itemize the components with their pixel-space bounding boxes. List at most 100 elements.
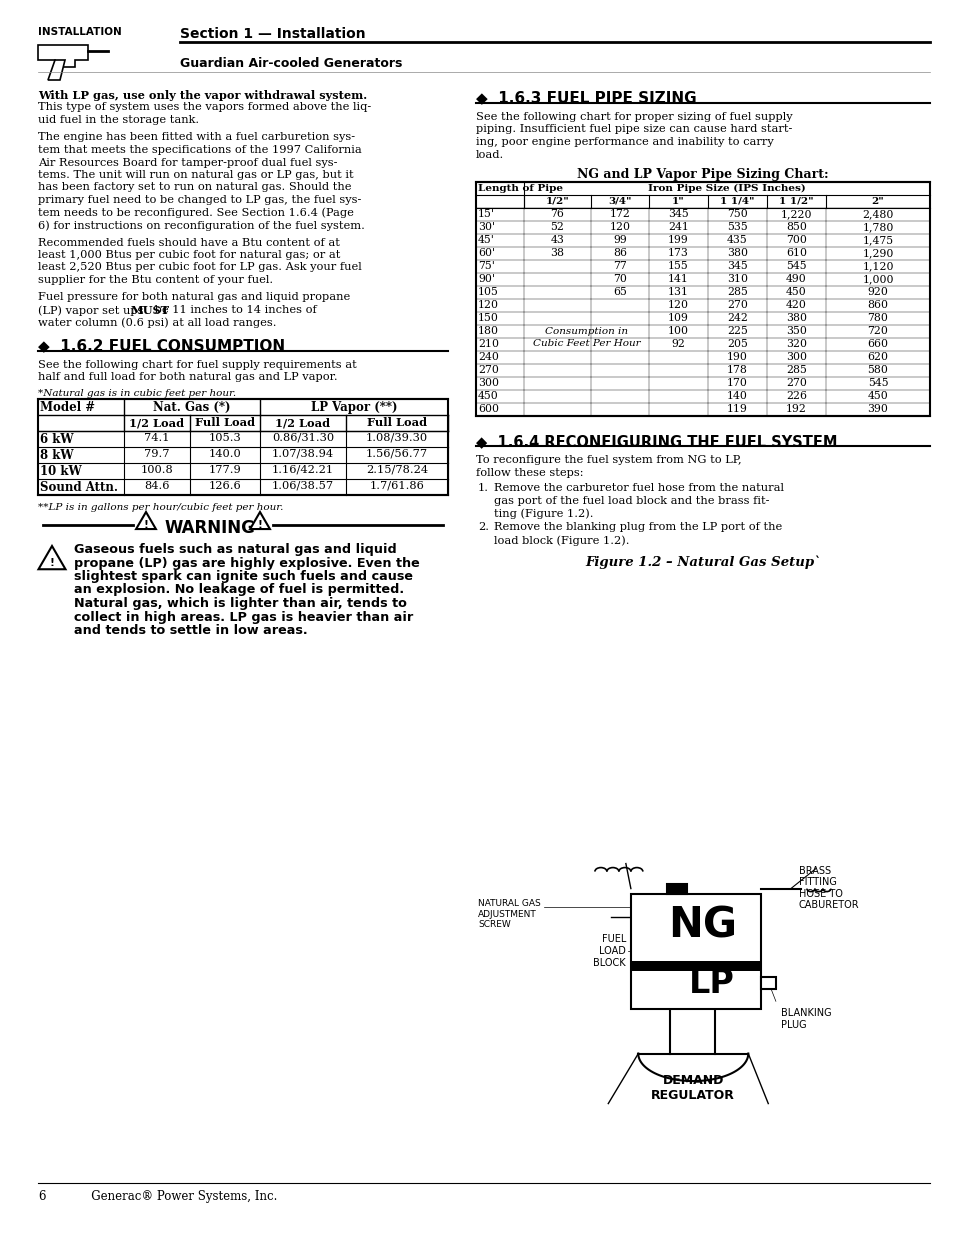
Text: Consumption in: Consumption in xyxy=(544,326,627,336)
Text: 1/2 Load: 1/2 Load xyxy=(130,417,184,429)
Text: 172: 172 xyxy=(609,209,630,219)
Text: tems. The unit will run on natural gas or LP gas, but it: tems. The unit will run on natural gas o… xyxy=(38,170,354,180)
Text: MUST: MUST xyxy=(130,305,169,316)
Text: The engine has been fitted with a fuel carburetion sys-: The engine has been fitted with a fuel c… xyxy=(38,132,355,142)
Text: 8 kW: 8 kW xyxy=(40,450,73,462)
Text: load block (Figure 1.2).: load block (Figure 1.2). xyxy=(494,535,629,546)
Text: 3/4": 3/4" xyxy=(608,198,631,206)
Text: 1,220: 1,220 xyxy=(780,209,811,219)
Text: 38: 38 xyxy=(550,248,564,258)
Text: 1.7/61.86: 1.7/61.86 xyxy=(369,480,424,492)
Text: Sound Attn.: Sound Attn. xyxy=(40,480,118,494)
Text: primary fuel need to be changed to LP gas, the fuel sys-: primary fuel need to be changed to LP ga… xyxy=(38,195,361,205)
Text: 77: 77 xyxy=(613,261,626,270)
Text: ting (Figure 1.2).: ting (Figure 1.2). xyxy=(494,508,593,519)
Text: 177.9: 177.9 xyxy=(209,466,241,475)
Text: !: ! xyxy=(257,520,262,530)
Text: 1.: 1. xyxy=(477,483,489,493)
Bar xyxy=(38,399,448,495)
Text: 450: 450 xyxy=(785,287,806,296)
Text: 126.6: 126.6 xyxy=(209,480,241,492)
Text: 720: 720 xyxy=(866,326,887,336)
Polygon shape xyxy=(38,546,66,569)
Text: 320: 320 xyxy=(785,338,806,350)
Text: 65: 65 xyxy=(613,287,626,296)
Text: collect in high areas. LP gas is heavier than air: collect in high areas. LP gas is heavier… xyxy=(74,610,413,624)
Text: 140: 140 xyxy=(726,391,747,401)
Text: ◆  1.6.2 FUEL CONSUMPTION: ◆ 1.6.2 FUEL CONSUMPTION xyxy=(38,338,285,353)
Text: 300: 300 xyxy=(785,352,806,362)
Text: 150: 150 xyxy=(477,312,498,324)
Text: 1 1/4": 1 1/4" xyxy=(720,198,754,206)
Text: 750: 750 xyxy=(726,209,747,219)
Text: an explosion. No leakage of fuel is permitted.: an explosion. No leakage of fuel is perm… xyxy=(74,583,404,597)
Text: follow these steps:: follow these steps: xyxy=(476,468,583,478)
Text: 545: 545 xyxy=(867,378,887,388)
Text: See the following chart for fuel supply requirements at: See the following chart for fuel supply … xyxy=(38,359,356,370)
Text: Air Resources Board for tamper-proof dual fuel sys-: Air Resources Board for tamper-proof dua… xyxy=(38,158,337,168)
Text: 30': 30' xyxy=(477,222,495,232)
Text: 2.: 2. xyxy=(477,522,489,532)
Text: 75': 75' xyxy=(477,261,495,270)
Text: least 1,000 Btus per cubic foot for natural gas; or at: least 1,000 Btus per cubic foot for natu… xyxy=(38,249,340,261)
Text: BLANKING
PLUG: BLANKING PLUG xyxy=(781,1008,831,1030)
Text: !: ! xyxy=(143,520,149,530)
Text: 240: 240 xyxy=(477,352,498,362)
Text: Iron Pipe Size (IPS Inches): Iron Pipe Size (IPS Inches) xyxy=(647,184,805,193)
Text: *Natural gas is in cubic feet per hour.: *Natural gas is in cubic feet per hour. xyxy=(38,389,236,398)
Text: 1 1/2": 1 1/2" xyxy=(779,198,813,206)
Text: 0.86/31.30: 0.86/31.30 xyxy=(272,433,334,443)
Text: 1.07/38.94: 1.07/38.94 xyxy=(272,450,334,459)
Text: 1.06/38.57: 1.06/38.57 xyxy=(272,480,334,492)
Text: 545: 545 xyxy=(785,261,806,270)
Text: 60': 60' xyxy=(477,248,495,258)
Text: Model #: Model # xyxy=(40,401,95,414)
Text: 435: 435 xyxy=(726,235,747,245)
Text: Cubic Feet Per Hour: Cubic Feet Per Hour xyxy=(532,340,639,348)
Text: 345: 345 xyxy=(726,261,747,270)
Text: 105: 105 xyxy=(477,287,498,296)
Text: Full Load: Full Load xyxy=(367,417,427,429)
Text: 700: 700 xyxy=(785,235,806,245)
Text: Full Load: Full Load xyxy=(194,417,254,429)
Text: Remove the blanking plug from the LP port of the: Remove the blanking plug from the LP por… xyxy=(494,522,781,532)
Text: 120: 120 xyxy=(609,222,630,232)
Text: 660: 660 xyxy=(866,338,887,350)
Text: 2,480: 2,480 xyxy=(862,209,893,219)
Text: 1.56/56.77: 1.56/56.77 xyxy=(366,450,428,459)
Text: (LP) vapor set ups: (LP) vapor set ups xyxy=(38,305,147,316)
Text: Natural gas, which is lighter than air, tends to: Natural gas, which is lighter than air, … xyxy=(74,597,406,610)
Text: and tends to settle in low areas.: and tends to settle in low areas. xyxy=(74,624,307,637)
Text: 140.0: 140.0 xyxy=(209,450,241,459)
Text: tem needs to be reconfigured. See Section 1.6.4 (Page: tem needs to be reconfigured. See Sectio… xyxy=(38,207,354,219)
Text: 2": 2" xyxy=(871,198,883,206)
Text: 226: 226 xyxy=(785,391,806,401)
Text: 1,290: 1,290 xyxy=(862,248,893,258)
Text: This type of system uses the vapors formed above the liq-: This type of system uses the vapors form… xyxy=(38,103,371,112)
Text: 1,120: 1,120 xyxy=(862,261,893,270)
Text: 285: 285 xyxy=(785,366,806,375)
Text: 620: 620 xyxy=(866,352,887,362)
Text: Fuel pressure for both natural gas and liquid propane: Fuel pressure for both natural gas and l… xyxy=(38,293,350,303)
Text: 242: 242 xyxy=(726,312,747,324)
Text: ing, poor engine performance and inability to carry: ing, poor engine performance and inabili… xyxy=(476,137,773,147)
Text: 380: 380 xyxy=(726,248,747,258)
Bar xyxy=(760,977,775,989)
Text: 45': 45' xyxy=(477,235,495,245)
Text: water column (0.6 psi) at all load ranges.: water column (0.6 psi) at all load range… xyxy=(38,317,276,329)
Text: 205: 205 xyxy=(726,338,747,350)
Text: 390: 390 xyxy=(866,404,887,414)
Text: 119: 119 xyxy=(726,404,747,414)
Text: 600: 600 xyxy=(477,404,498,414)
Text: ◆  1.6.4 RECONFIGURING THE FUEL SYSTEM: ◆ 1.6.4 RECONFIGURING THE FUEL SYSTEM xyxy=(476,433,837,450)
Polygon shape xyxy=(136,513,155,529)
Text: Guardian Air-cooled Generators: Guardian Air-cooled Generators xyxy=(180,57,402,70)
Text: 1,780: 1,780 xyxy=(862,222,893,232)
Text: NATURAL GAS
ADJUSTMENT
SCREW: NATURAL GAS ADJUSTMENT SCREW xyxy=(477,899,540,929)
Text: FUEL
LOAD
BLOCK: FUEL LOAD BLOCK xyxy=(593,935,625,968)
Bar xyxy=(630,894,760,1009)
Text: 1,000: 1,000 xyxy=(862,274,893,284)
Text: 6 kW: 6 kW xyxy=(40,433,73,446)
Text: 10 kW: 10 kW xyxy=(40,466,82,478)
Text: 350: 350 xyxy=(785,326,806,336)
